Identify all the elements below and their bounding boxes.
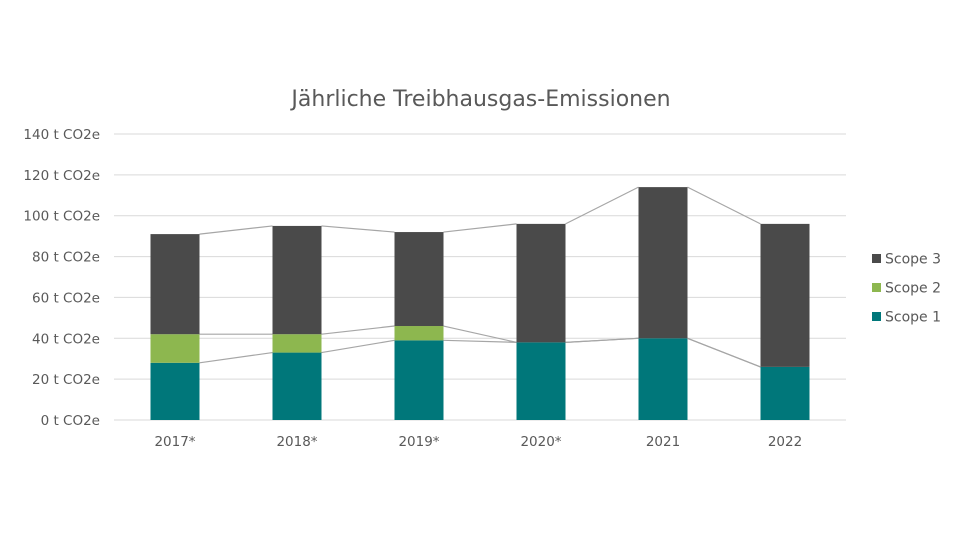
legend: Scope 3 Scope 2 Scope 1 <box>872 252 941 326</box>
series-line-scope-3 <box>565 186 639 225</box>
bar-scope-1 <box>638 338 688 420</box>
bar-scope-3 <box>516 223 566 343</box>
series-line-scope-1 <box>321 339 395 354</box>
series-line-scope-3 <box>687 186 761 225</box>
legend-swatch <box>872 283 881 292</box>
y-tick-label: 40 t CO2e <box>32 331 100 347</box>
bar-scope-2 <box>150 334 200 363</box>
legend-label: Scope 2 <box>885 281 941 297</box>
series-line-scope-2 <box>443 325 517 343</box>
bar-scope-2 <box>394 326 444 341</box>
legend-swatch <box>872 312 881 321</box>
series-lines <box>199 186 761 368</box>
series-line-scope-3 <box>321 225 395 233</box>
series-line-scope-2 <box>687 337 761 368</box>
series-line-scope-2 <box>321 325 395 335</box>
legend-swatch <box>872 254 881 263</box>
x-tick-label: 2019* <box>398 434 439 450</box>
y-tick-label: 140 t CO2e <box>23 127 100 143</box>
y-tick-label: 120 t CO2e <box>23 168 100 184</box>
bar-scope-1 <box>760 366 810 420</box>
x-tick-label: 2020* <box>520 434 561 450</box>
y-tick-label: 80 t CO2e <box>32 250 100 266</box>
x-tick-label: 2018* <box>276 434 317 450</box>
bar-scope-2 <box>272 334 322 353</box>
bar-scope-3 <box>638 187 688 339</box>
x-tick-label: 2022 <box>768 434 802 450</box>
series-line-scope-3 <box>199 225 273 235</box>
bar-scope-3 <box>150 234 200 335</box>
bar-scope-1 <box>516 342 566 420</box>
x-tick-label: 2017* <box>154 434 195 450</box>
y-tick-label: 20 t CO2e <box>32 372 100 388</box>
series-line-scope-3 <box>443 223 517 233</box>
bars <box>150 187 810 420</box>
x-tick-label: 2021 <box>646 434 680 450</box>
bar-scope-3 <box>394 232 444 327</box>
y-axis-tick-labels: 0 t CO2e 20 t CO2e 40 t CO2e 60 t CO2e 80 t … <box>23 127 100 429</box>
series-line-scope-1 <box>443 339 517 343</box>
bar-scope-3 <box>272 225 322 335</box>
series-line-scope-1 <box>199 351 273 364</box>
bar-scope-3 <box>760 223 810 367</box>
bar-scope-1 <box>394 340 444 420</box>
legend-label: Scope 1 <box>885 310 941 326</box>
legend-label: Scope 3 <box>885 252 941 268</box>
chart-title: Jährliche Treibhausgas-Emissionen <box>289 87 670 112</box>
y-tick-label: 60 t CO2e <box>32 290 100 306</box>
bar-scope-1 <box>150 362 200 420</box>
x-axis-tick-labels: 2017* 2018* 2019* 2020* 2021 2022 <box>154 434 802 450</box>
y-tick-label: 0 t CO2e <box>41 413 100 429</box>
series-line-scope-2 <box>565 337 639 343</box>
bar-scope-1 <box>272 352 322 420</box>
y-tick-label: 100 t CO2e <box>23 209 100 225</box>
grid-lines <box>114 133 846 421</box>
